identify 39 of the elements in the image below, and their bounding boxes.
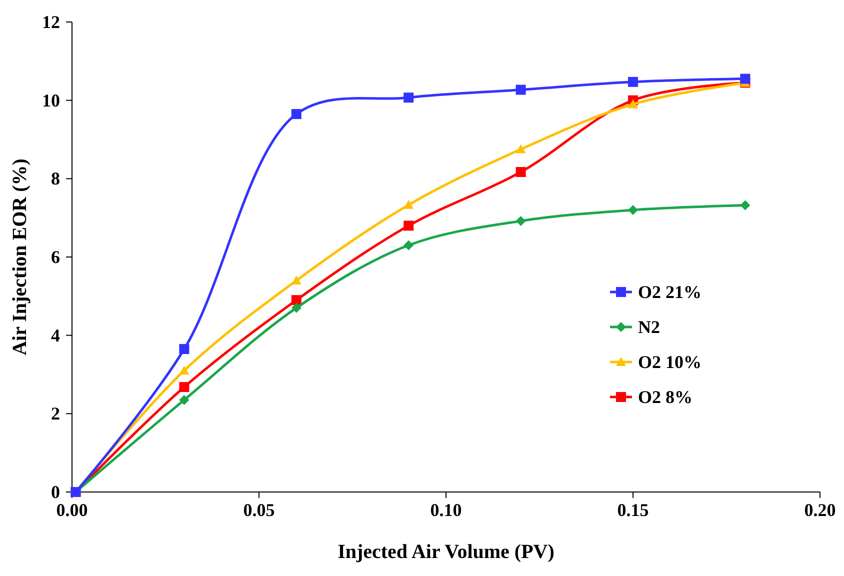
x-tick-label: 0.10 (430, 500, 462, 520)
point (740, 200, 750, 210)
y-tick-label: 4 (51, 325, 60, 346)
y-tick-label: 12 (42, 12, 60, 32)
legend-label: O2 10% (638, 352, 702, 372)
point (516, 216, 526, 226)
legend-label: N2 (638, 317, 660, 337)
point (404, 240, 414, 250)
point (291, 109, 302, 120)
legend-label: O2 8% (638, 387, 693, 407)
point (179, 366, 190, 375)
point (179, 382, 190, 392)
x-axis-title: Injected Air Volume (PV) (338, 541, 554, 563)
point (179, 394, 190, 405)
y-tick-label: 10 (42, 90, 60, 110)
point (179, 344, 190, 354)
point (291, 295, 302, 306)
point (516, 84, 526, 95)
y-tick-label: 0 (51, 482, 60, 502)
point (628, 76, 638, 87)
point (404, 220, 414, 231)
x-tick-label: 0.15 (617, 500, 649, 520)
y-axis-title: Air Injection EOR (%) (9, 158, 31, 356)
point (740, 74, 750, 84)
x-tick-label: 0.20 (804, 500, 836, 520)
point (628, 99, 638, 108)
point (404, 200, 414, 209)
y-tick-label: 8 (51, 168, 60, 189)
y-tick-label: 2 (51, 404, 60, 424)
point (516, 144, 526, 154)
point (291, 302, 302, 313)
x-tick-label: 0.00 (56, 500, 88, 520)
point (628, 205, 638, 215)
y-tick-label: 6 (51, 247, 60, 267)
x-tick-label: 0.05 (243, 500, 275, 520)
point (516, 167, 526, 178)
point (404, 92, 414, 103)
legend-label: O2 21% (638, 282, 702, 302)
point (291, 276, 302, 284)
